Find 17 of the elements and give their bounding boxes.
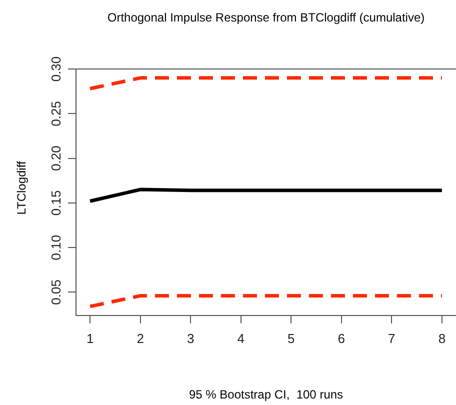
x-tick-label: 8 [438,330,446,346]
x-tick-label: 2 [136,330,144,346]
x-tick-label: 1 [86,330,94,346]
y-tick-label: 0.05 [48,280,64,305]
x-tick-label: 5 [288,330,295,346]
y-tick-label: 0.15 [48,190,64,216]
x-tick-label: 6 [338,330,346,346]
x-tick-label: 4 [237,330,244,346]
y-tick-label: 0.30 [48,56,64,82]
y-axis-title: LTClogdiff [14,160,28,215]
y-tick-label: 0.25 [48,100,64,126]
chart-title: Orthogonal Impulse Response from BTClogdiff (cumulative) [107,10,425,24]
y-tick-label: 0.20 [48,146,64,171]
x-axis-title: 95 % Bootstrap CI, 100 runs [188,387,344,402]
y-tick-label: 0.10 [48,234,64,260]
x-tick-label: 3 [186,330,194,346]
x-tick-label: 7 [388,330,396,346]
